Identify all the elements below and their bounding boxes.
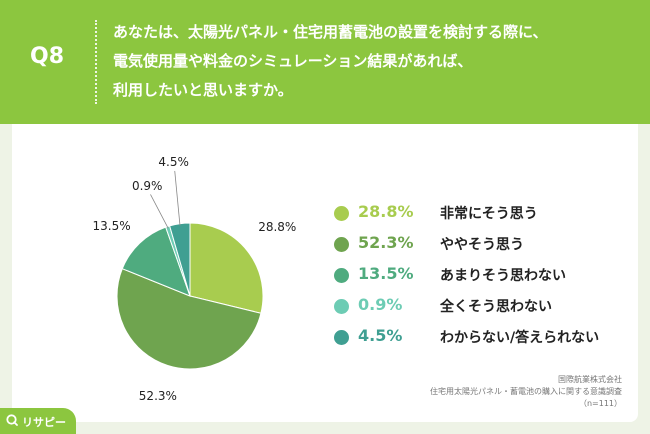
legend-item-somewhat: 52.3% ややそう思う [334,231,634,262]
legend-swatch [334,330,349,345]
brand-badge: リサピー [0,408,76,434]
legend-label: 全くそう思わない [440,299,552,315]
pie-label-very-much: 28.8% [258,220,297,235]
chart-legend: 28.8% 非常にそう思う 52.3% ややそう思う 13.5% あまりそう思わない 0.9… [334,200,634,355]
magnifier-q-icon [6,414,18,426]
chart-card: 28.8% 52.3% 13.5% 0.9% 4.5% 28.8% 非常にそう思う 52.3… [12,124,638,422]
pie-label-not-much: 13.5% [92,219,131,234]
question-line-3: 利用したいと思いますか。 [113,81,293,99]
legend-swatch [334,299,349,314]
pie-slice-somewhat [116,268,262,370]
source-note: 国際航業株式会社 住宅用太陽光パネル・蓄電池の購入に関する意識調査 （n=111… [430,374,622,410]
pie-label-not-at-all: 0.9% [131,179,163,194]
pie-chart [116,170,264,370]
question-line-1: あなたは、太陽光パネル・住宅用蓄電池の設置を検討する際に、 [113,23,548,41]
legend-percent: 13.5% [358,264,414,283]
legend-swatch [334,268,349,283]
legend-percent: 0.9% [358,295,403,314]
legend-item-not-much: 13.5% あまりそう思わない [334,262,634,293]
legend-label: 非常にそう思う [440,206,538,222]
source-survey: 住宅用太陽光パネル・蓄電池の購入に関する意識調査 [430,387,622,396]
legend-percent: 28.8% [358,202,414,221]
legend-item-not-at-all: 0.9% 全くそう思わない [334,293,634,324]
source-company: 国際航業株式会社 [558,375,622,384]
question-header: Q8 あなたは、太陽光パネル・住宅用蓄電池の設置を検討する際に、 電気使用量や料… [0,0,650,124]
question-line-2: 電気使用量や料金のシミュレーション結果があれば、 [113,52,473,70]
legend-swatch [334,237,349,252]
source-sample: （n=111） [578,399,622,408]
legend-label: あまりそう思わない [440,268,566,284]
legend-label: わからない/答えられない [440,330,600,346]
legend-percent: 52.3% [358,233,414,252]
pie-label-somewhat: 52.3% [138,388,177,403]
legend-swatch [334,206,349,221]
pie-slice-not-much [121,226,191,297]
legend-item-unknown: 4.5% わからない/答えられない [334,324,634,355]
legend-percent: 4.5% [358,326,403,345]
legend-label: ややそう思う [440,237,524,253]
leader-line-unknown [174,170,181,226]
leader-line-not-at-all [150,194,169,229]
header-divider [95,20,97,104]
question-text: あなたは、太陽光パネル・住宅用蓄電池の設置を検討する際に、 電気使用量や料金のシ… [113,18,643,105]
pie-label-unknown: 4.5% [158,154,189,169]
brand-name: リサピー [22,416,66,429]
question-number: Q8 [30,44,65,69]
pie-slice-very-much [189,222,264,314]
legend-item-very-much: 28.8% 非常にそう思う [334,200,634,231]
